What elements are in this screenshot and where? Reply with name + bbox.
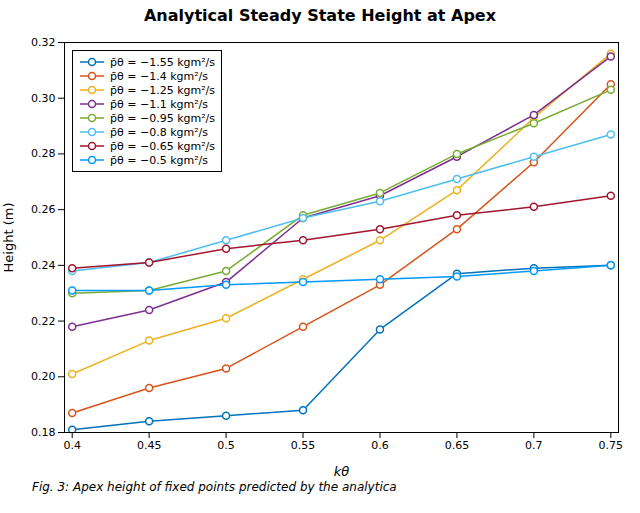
svg-text:0.30: 0.30 (31, 92, 56, 105)
html-text:Analytical Steady State Height: Analytical Steady State Height at Apex (144, 6, 496, 25)
svg-text:0.7: 0.7 (525, 439, 543, 452)
svg-text:0.4: 0.4 (63, 439, 81, 452)
svg-text:0.65: 0.65 (445, 439, 470, 452)
html-text:p̄θ = −0.8 kgm²/s: p̄θ = −0.8 kgm²/s (110, 125, 208, 139)
svg-text:0.18: 0.18 (31, 426, 56, 439)
html-text:p̄θ = −1.25 kgm²/s: p̄θ = −1.25 kgm²/s (110, 83, 215, 97)
svg-text:0.20: 0.20 (31, 370, 56, 383)
svg-text:0.55: 0.55 (291, 439, 316, 452)
svg-text:0.45: 0.45 (137, 439, 162, 452)
html-text:p̄θ = −1.1 kgm²/s: p̄θ = −1.1 kgm²/s (110, 97, 208, 111)
svg-text:0.26: 0.26 (31, 203, 56, 216)
svg-text:0.22: 0.22 (31, 315, 56, 328)
html-text:Fig. 3: Apex height of fixed p: Fig. 3: Apex height of fixed points pred… (32, 480, 397, 494)
svg-text:0.6: 0.6 (371, 439, 389, 452)
svg-text:0.28: 0.28 (31, 147, 56, 160)
html-text:p̄θ = −1.4 kgm²/s: p̄θ = −1.4 kgm²/s (110, 69, 208, 83)
svg-text:0.32: 0.32 (31, 36, 56, 49)
svg-text:Height (m): Height (m) (1, 203, 16, 273)
html-text:p̄θ = −0.95 kgm²/s: p̄θ = −0.95 kgm²/s (110, 111, 215, 125)
svg-text:kθ: kθ (334, 464, 350, 479)
html-text:p̄θ = −1.55 kgm²/s: p̄θ = −1.55 kgm²/s (110, 55, 215, 69)
svg-text:0.24: 0.24 (31, 259, 56, 272)
html-text:p̄θ = −0.65 kgm²/s: p̄θ = −0.65 kgm²/s (110, 139, 215, 153)
svg-text:0.75: 0.75 (599, 439, 624, 452)
html-text:p̄θ = −0.5 kgm²/s: p̄θ = −0.5 kgm²/s (110, 153, 208, 167)
svg-text:0.5: 0.5 (217, 439, 235, 452)
